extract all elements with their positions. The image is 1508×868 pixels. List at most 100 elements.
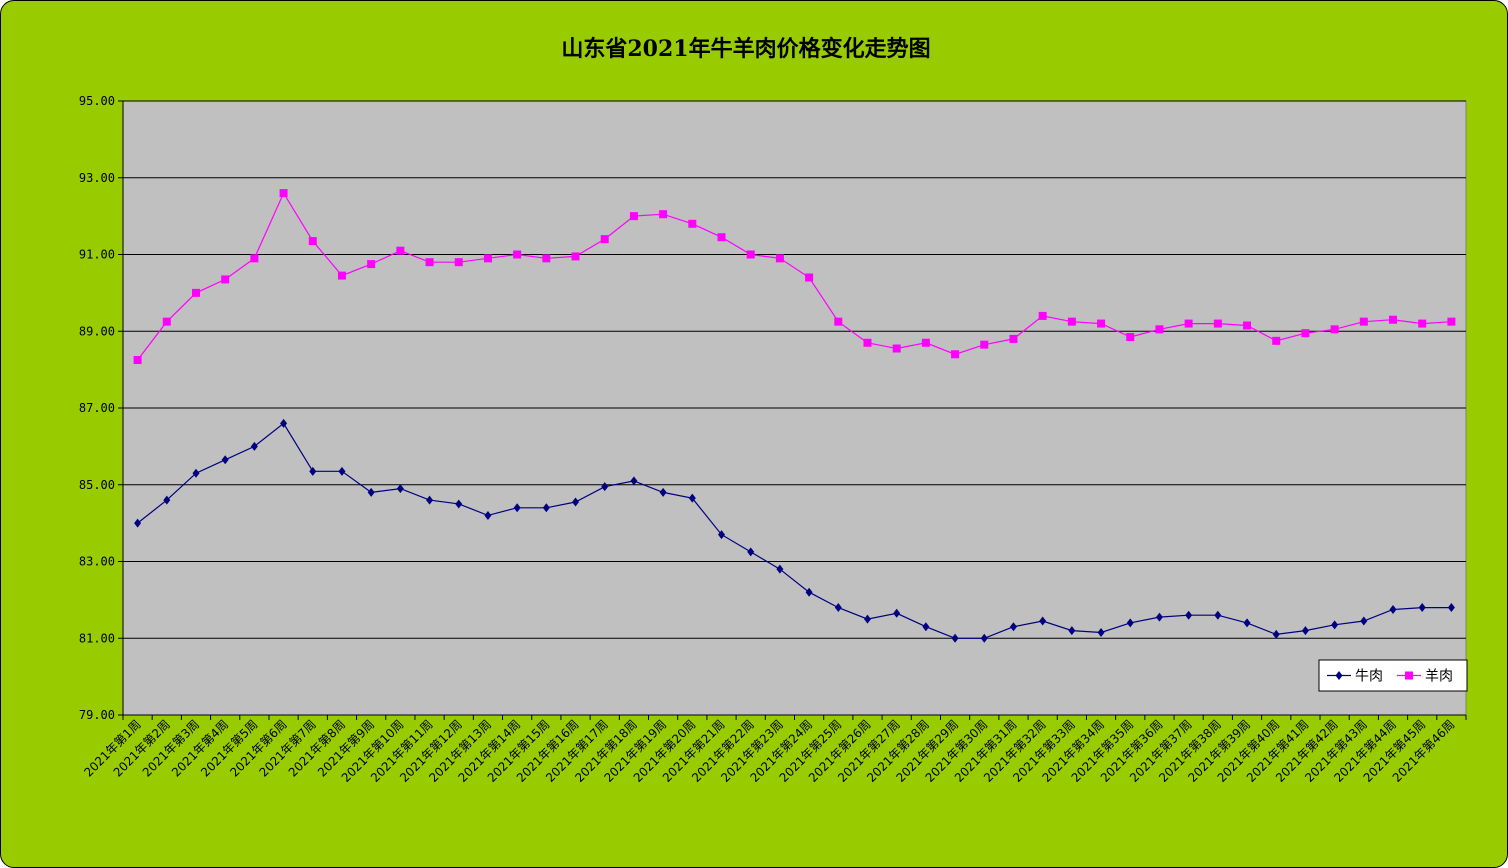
data-point (863, 338, 872, 347)
data-point (1155, 612, 1163, 622)
data-point (572, 497, 580, 507)
legend-marker (1405, 671, 1413, 680)
data-point (337, 271, 346, 280)
data-point (980, 340, 989, 349)
data-point (221, 455, 229, 465)
data-point (921, 338, 930, 347)
chart-title: 山东省2021年牛羊肉价格变化走势图 (561, 36, 931, 62)
data-point (162, 317, 171, 326)
data-point (1038, 311, 1047, 320)
data-point (1301, 626, 1309, 636)
data-point (571, 252, 580, 261)
data-point (717, 233, 726, 242)
data-point (455, 499, 463, 509)
data-point (338, 466, 346, 476)
data-point (1389, 604, 1397, 614)
y-tick-label: 93.00 (79, 171, 115, 185)
legend-label: 牛肉 (1355, 669, 1383, 685)
data-point (133, 356, 142, 365)
data-point (1214, 610, 1222, 620)
data-point (659, 210, 668, 219)
data-point (1447, 317, 1456, 326)
data-point (1418, 319, 1427, 328)
data-point (629, 212, 638, 221)
data-point (1331, 620, 1339, 630)
data-point (163, 495, 171, 505)
data-point (426, 495, 434, 505)
data-point (396, 246, 405, 255)
data-point (834, 317, 843, 326)
data-point (221, 275, 230, 284)
data-point (1009, 622, 1017, 632)
y-tick-label: 89.00 (79, 324, 115, 338)
data-point (483, 254, 492, 263)
data-point (922, 622, 930, 632)
legend: 牛肉 羊肉 (1318, 659, 1468, 692)
data-point (396, 484, 404, 494)
y-tick-label: 81.00 (79, 631, 115, 645)
data-point (192, 468, 200, 478)
data-point (1097, 627, 1105, 637)
gridlines (123, 100, 1466, 639)
data-point (542, 254, 551, 263)
data-point (1009, 334, 1018, 343)
data-point (951, 633, 959, 643)
data-point (775, 254, 784, 263)
data-point (1243, 618, 1251, 628)
data-point (630, 476, 638, 486)
data-point (834, 603, 842, 613)
data-point (1359, 317, 1368, 326)
data-point (1243, 321, 1252, 330)
data-point (134, 518, 142, 528)
data-point (718, 530, 726, 540)
data-point (1097, 319, 1106, 328)
data-point (1184, 319, 1193, 328)
data-point (1301, 329, 1310, 338)
data-point (688, 493, 696, 503)
data-point (1068, 626, 1076, 636)
y-tick-label: 91.00 (79, 248, 115, 262)
data-point (688, 219, 697, 228)
data-point (1447, 603, 1455, 613)
data-point (1039, 616, 1047, 626)
data-point (1272, 336, 1281, 345)
data-point (1360, 616, 1368, 626)
y-tick-label: 79.00 (79, 708, 115, 722)
data-point (542, 503, 550, 513)
legend-label: 羊肉 (1425, 669, 1453, 685)
data-point (805, 273, 814, 282)
series-line (137, 422, 1452, 639)
data-point (513, 503, 521, 513)
series-layer (133, 189, 1456, 643)
data-point (1418, 603, 1426, 613)
series-line (137, 191, 1452, 361)
data-point (1213, 319, 1222, 328)
data-point (454, 258, 463, 267)
data-point (892, 344, 901, 353)
data-point (1389, 315, 1398, 324)
data-point (309, 466, 317, 476)
data-point (1185, 610, 1193, 620)
data-point (308, 237, 317, 246)
data-point (601, 482, 609, 492)
data-point (1272, 629, 1280, 639)
data-point (893, 608, 901, 618)
y-tick-label: 95.00 (79, 94, 115, 108)
data-point (367, 487, 375, 497)
data-point (425, 258, 434, 267)
data-point (367, 260, 376, 269)
data-point (513, 250, 522, 259)
data-point (659, 487, 667, 497)
y-tick-label: 85.00 (79, 478, 115, 492)
y-tick-label: 87.00 (79, 401, 115, 415)
data-point (805, 587, 813, 597)
data-point (863, 614, 871, 624)
data-point (1330, 325, 1339, 334)
data-point (776, 564, 784, 574)
data-point (279, 189, 288, 198)
legend-marker (1335, 671, 1343, 680)
data-point (600, 235, 609, 244)
data-point (484, 510, 492, 520)
